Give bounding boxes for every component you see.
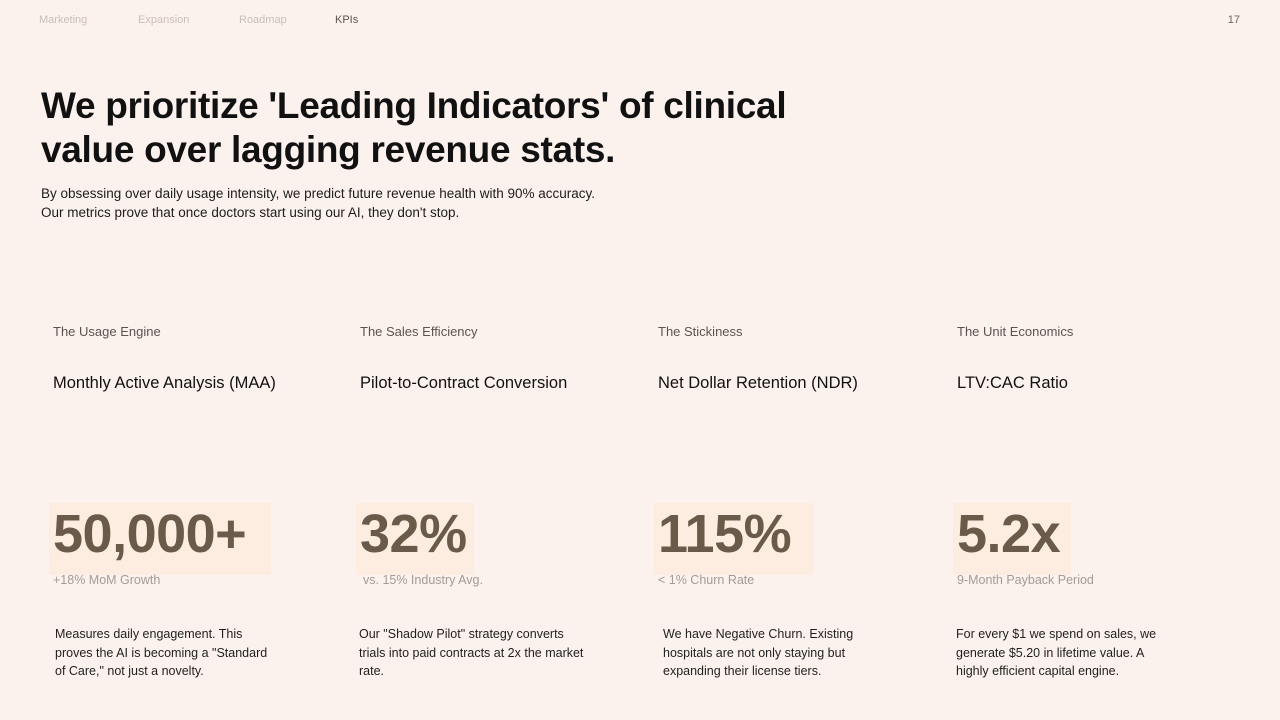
kpi-description: Measures daily engagement. This proves t… [55,627,268,678]
kpi-metric-name: Pilot-to-Contract Conversion [360,374,568,392]
kpi-subvalue: < 1% Churn Rate [658,573,755,587]
page-title-line-2: value over lagging revenue stats. [41,129,616,170]
kpi-value-highlight [49,503,271,575]
kpi-value: 115% [658,504,792,564]
nav-item-expansion[interactable]: Expansion [138,14,190,26]
page-subtitle-line-1: By obsessing over daily usage intensity,… [41,186,596,201]
kpi-value-highlight [953,503,1071,575]
nav-item-kpis[interactable]: KPIs [335,14,359,26]
kpi-subvalue: 9-Month Payback Period [957,573,1094,587]
kpi-metric-name: Net Dollar Retention (NDR) [658,374,858,392]
section-nav: Marketing Expansion Roadmap KPIs [39,14,358,26]
kpi-description: Our "Shadow Pilot" strategy converts tri… [359,627,584,678]
kpi-metric-name: LTV:CAC Ratio [957,374,1068,392]
kpi-description: We have Negative Churn. Existing hospita… [663,627,854,678]
kpi-category: The Stickiness [658,324,743,339]
kpi-value: 32% [360,504,467,564]
page-subtitle-line-2: Our metrics prove that once doctors star… [41,205,460,220]
page-title: We prioritize 'Leading Indicators' of cl… [41,84,821,172]
kpi-category: The Unit Economics [957,324,1074,339]
page-title-line-1: We prioritize 'Leading Indicators' of cl… [41,85,787,126]
kpi-value: 5.2x [957,504,1061,564]
kpi-category: The Sales Efficiency [360,324,478,339]
kpi-subvalue: vs. 15% Industry Avg. [363,573,483,587]
nav-item-marketing[interactable]: Marketing [39,14,88,26]
kpi-subvalue: +18% MoM Growth [53,573,161,587]
kpi-value-highlight [356,503,474,575]
nav-item-roadmap[interactable]: Roadmap [239,14,287,26]
kpi-value: 50,000+ [53,504,247,564]
kpi-description: For every $1 we spend on sales, we gener… [956,627,1157,678]
page-subtitle: By obsessing over daily usage intensity,… [41,184,681,222]
kpi-value-highlight [654,503,814,575]
kpi-category: The Usage Engine [53,324,161,339]
page-number: 17 [1227,14,1240,26]
kpi-metric-name: Monthly Active Analysis (MAA) [53,374,276,392]
